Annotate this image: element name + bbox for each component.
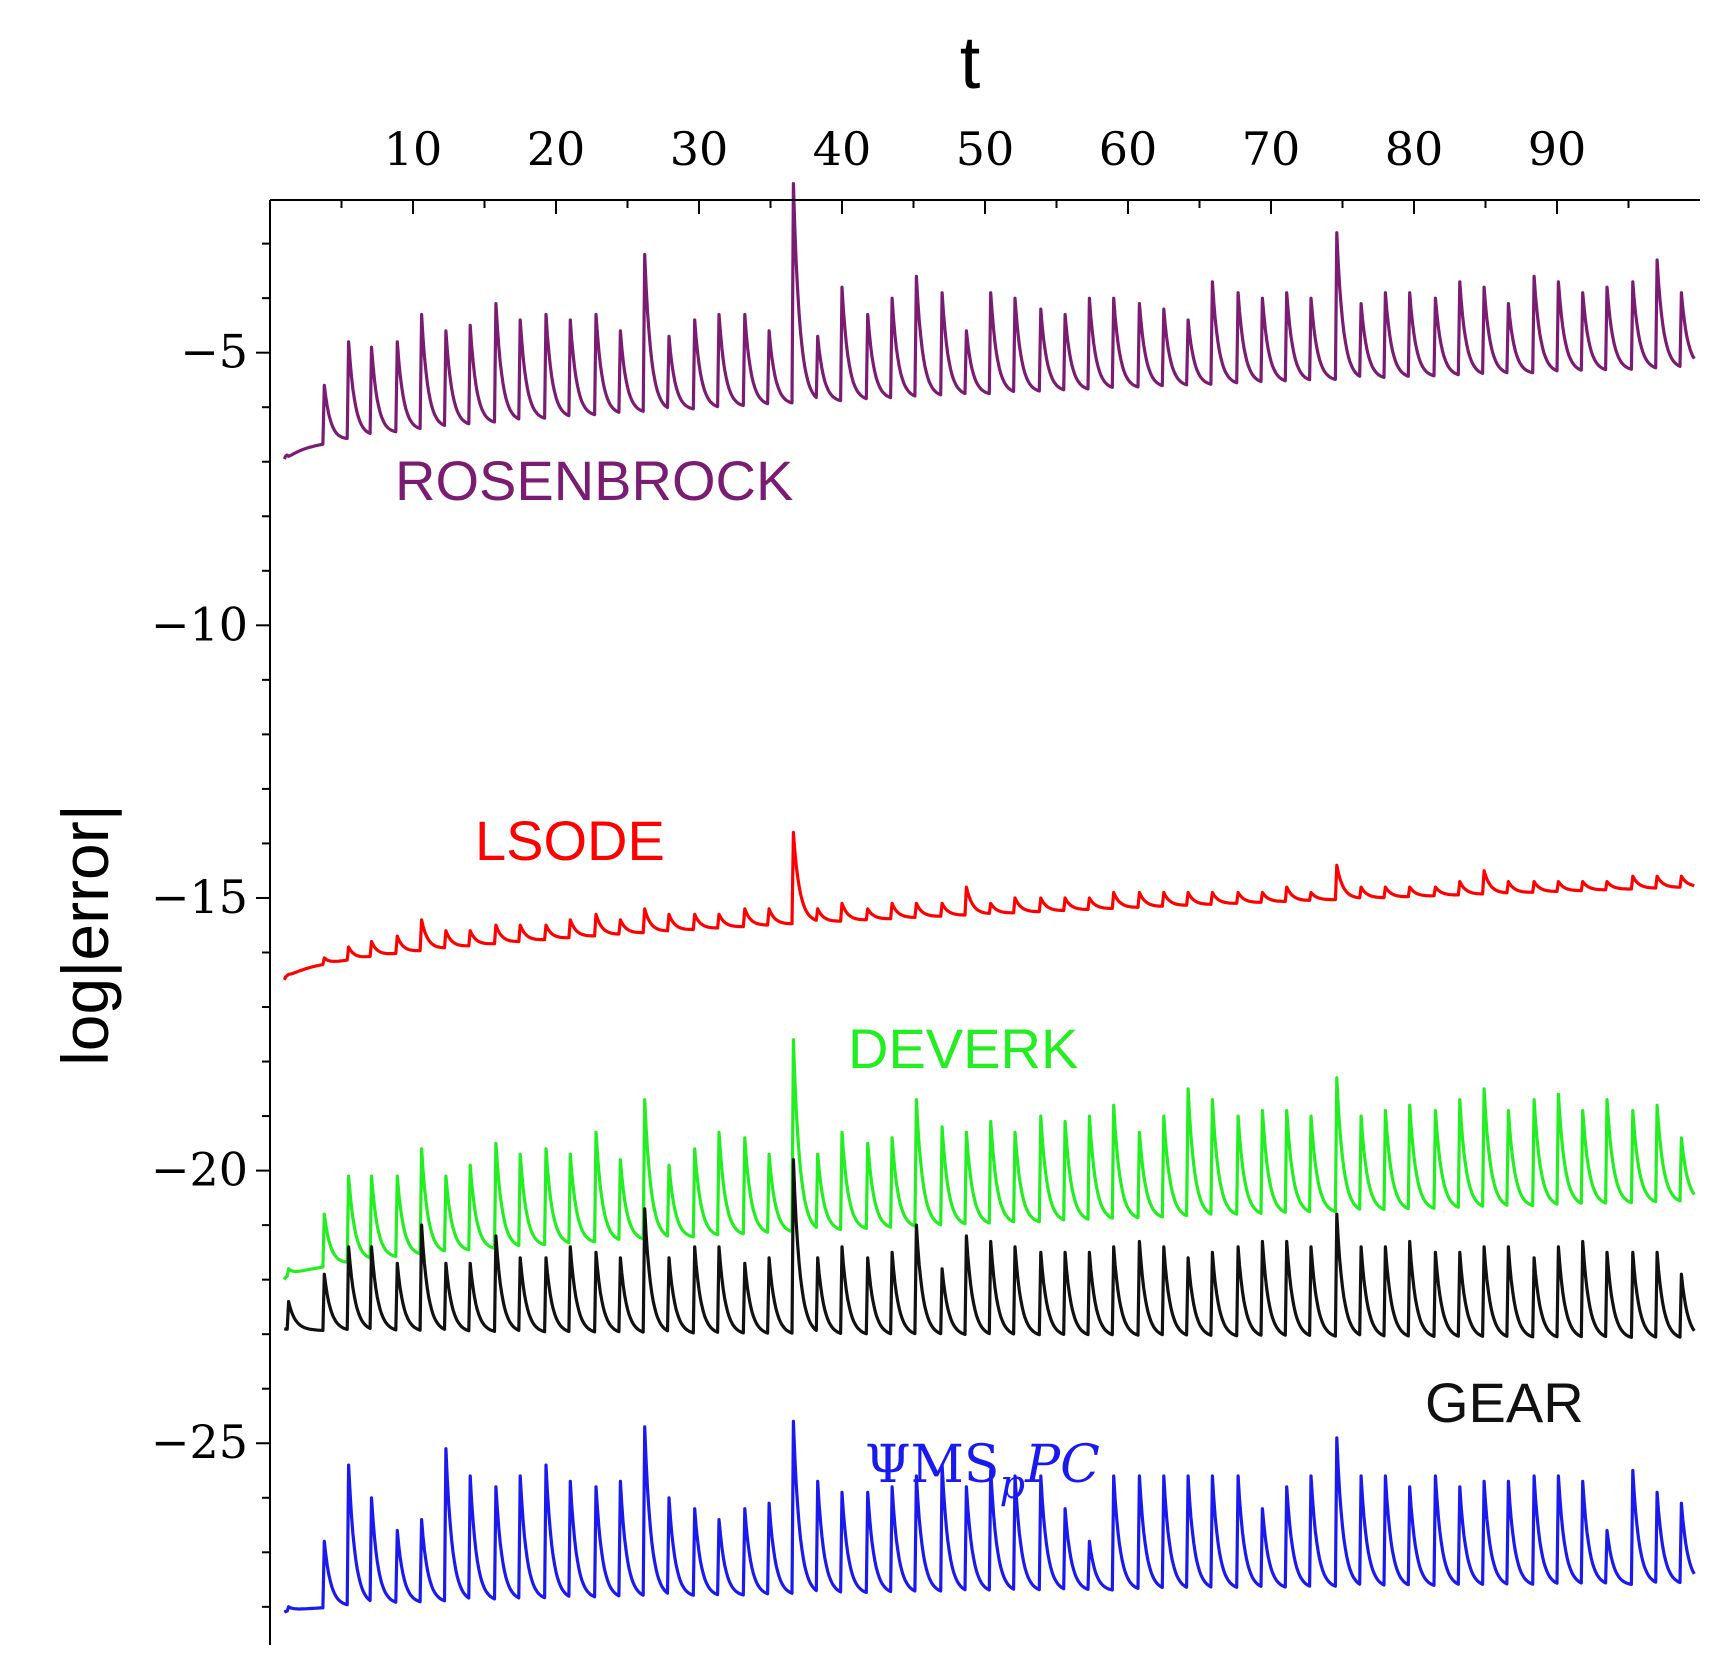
- x-tick-label: 80: [1385, 122, 1444, 176]
- y-tick-label: −5: [180, 325, 248, 379]
- x-tick-label: 50: [956, 122, 1015, 176]
- x-tick-label: 40: [813, 122, 872, 176]
- series-label-deverk: DEVERK: [848, 1017, 1078, 1080]
- x-tick-label: 10: [384, 122, 443, 176]
- series-label-main: ΨMS: [865, 1435, 999, 1495]
- series-label-lsode: LSODE: [475, 809, 665, 872]
- y-tick-label: −10: [151, 597, 248, 651]
- series-label-subscript: p: [999, 1462, 1025, 1508]
- chart: 10 20 30 40 50 60 70 80 90 −5 −10 −15 −20 −25 t log|e…: [0, 0, 1731, 1667]
- x-axis-title: t: [960, 21, 981, 104]
- y-axis-title: log|error|: [48, 804, 122, 1066]
- y-tick-label: −20: [151, 1143, 248, 1197]
- series-label-gear: GEAR: [1425, 1371, 1584, 1434]
- x-tick-label: 30: [670, 122, 729, 176]
- y-tick-label: −25: [151, 1415, 248, 1469]
- x-tick-label: 70: [1242, 122, 1301, 176]
- x-tick-label: 90: [1528, 122, 1587, 176]
- y-tick-label: −15: [151, 870, 248, 924]
- x-tick-label: 20: [527, 122, 586, 176]
- x-tick-label: 60: [1099, 122, 1158, 176]
- series-label-suffix: PC: [1024, 1435, 1100, 1495]
- chart-svg: 10 20 30 40 50 60 70 80 90 −5 −10 −15 −20 −25 t log|e…: [0, 0, 1731, 1667]
- series-label-rosenbrock: ROSENBROCK: [395, 449, 793, 512]
